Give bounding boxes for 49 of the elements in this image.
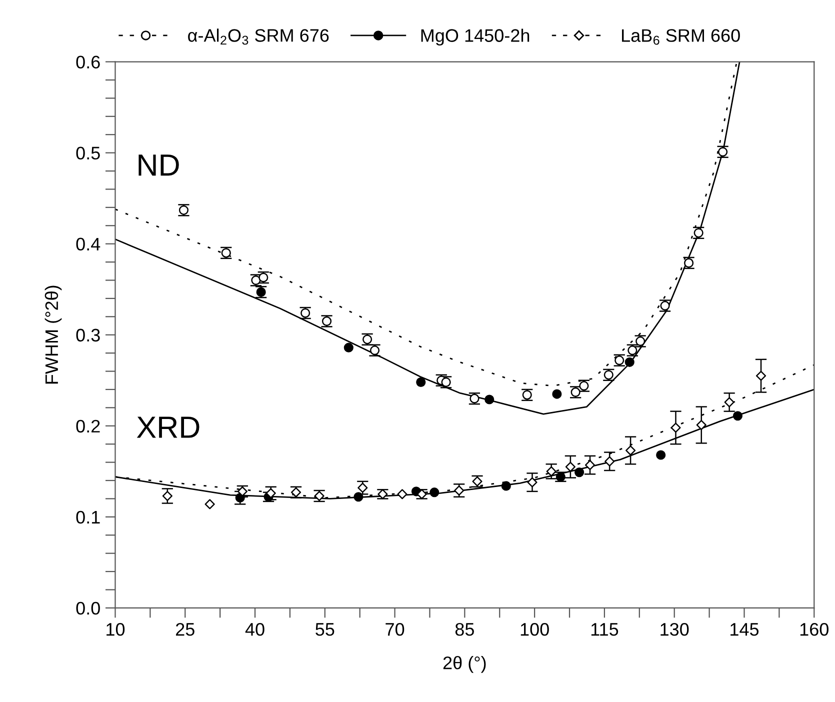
point [604,456,615,466]
x-tick-label: 115 [591,623,618,636]
point [756,370,766,381]
point [484,394,494,404]
point [696,420,706,430]
x-tick-label: 10 [106,622,125,636]
x-tick-label: 25 [176,622,194,636]
x-tick-label: 85 [455,622,474,636]
point [527,477,538,488]
x-tick-label: 160 [800,622,828,636]
annotation: XRD [136,416,200,438]
point [430,488,440,498]
x-tick-label: 100 [520,622,549,636]
y-tick-label: 0.1 [76,510,100,524]
x-tick-label: 55 [316,623,334,636]
point [670,422,681,433]
legend-label: α-Al$_{2}$O$_{3}$ SRM 676 [188,28,329,45]
x-tick-label: 40 [245,622,264,636]
point [354,492,364,502]
x-tick-label: 70 [386,622,404,636]
annotation: ND [138,154,179,176]
y-tick-label: 0.3 [76,328,100,342]
point [626,445,636,456]
point [397,489,408,500]
point [344,342,354,352]
point [732,411,743,421]
point [204,499,215,510]
y-tick-label: 0.6 [76,56,100,68]
point [552,389,562,399]
y-axis-title: FWHM (°2θ) [44,286,62,384]
x-axis-title: 2θ (°) [443,656,486,673]
y-tick-label: 0.5 [76,146,100,160]
y-tick-label: 0.0 [76,602,100,615]
x-tick-label: 130 [660,622,689,636]
point [546,466,556,476]
legend-label: MgO 1450-2h [421,28,530,46]
point [501,481,511,491]
point [416,377,426,387]
point [162,490,172,502]
point [656,450,666,460]
point [574,468,584,478]
x-tick-label: 145 [730,623,759,636]
point [565,462,576,472]
point [584,460,596,470]
point [624,357,634,367]
point [724,397,734,408]
legend-label: LaB$_{6}$ SRM 660 [622,29,740,45]
y-tick-label: 0.4 [76,238,100,251]
y-tick-label: 0.2 [76,420,100,433]
